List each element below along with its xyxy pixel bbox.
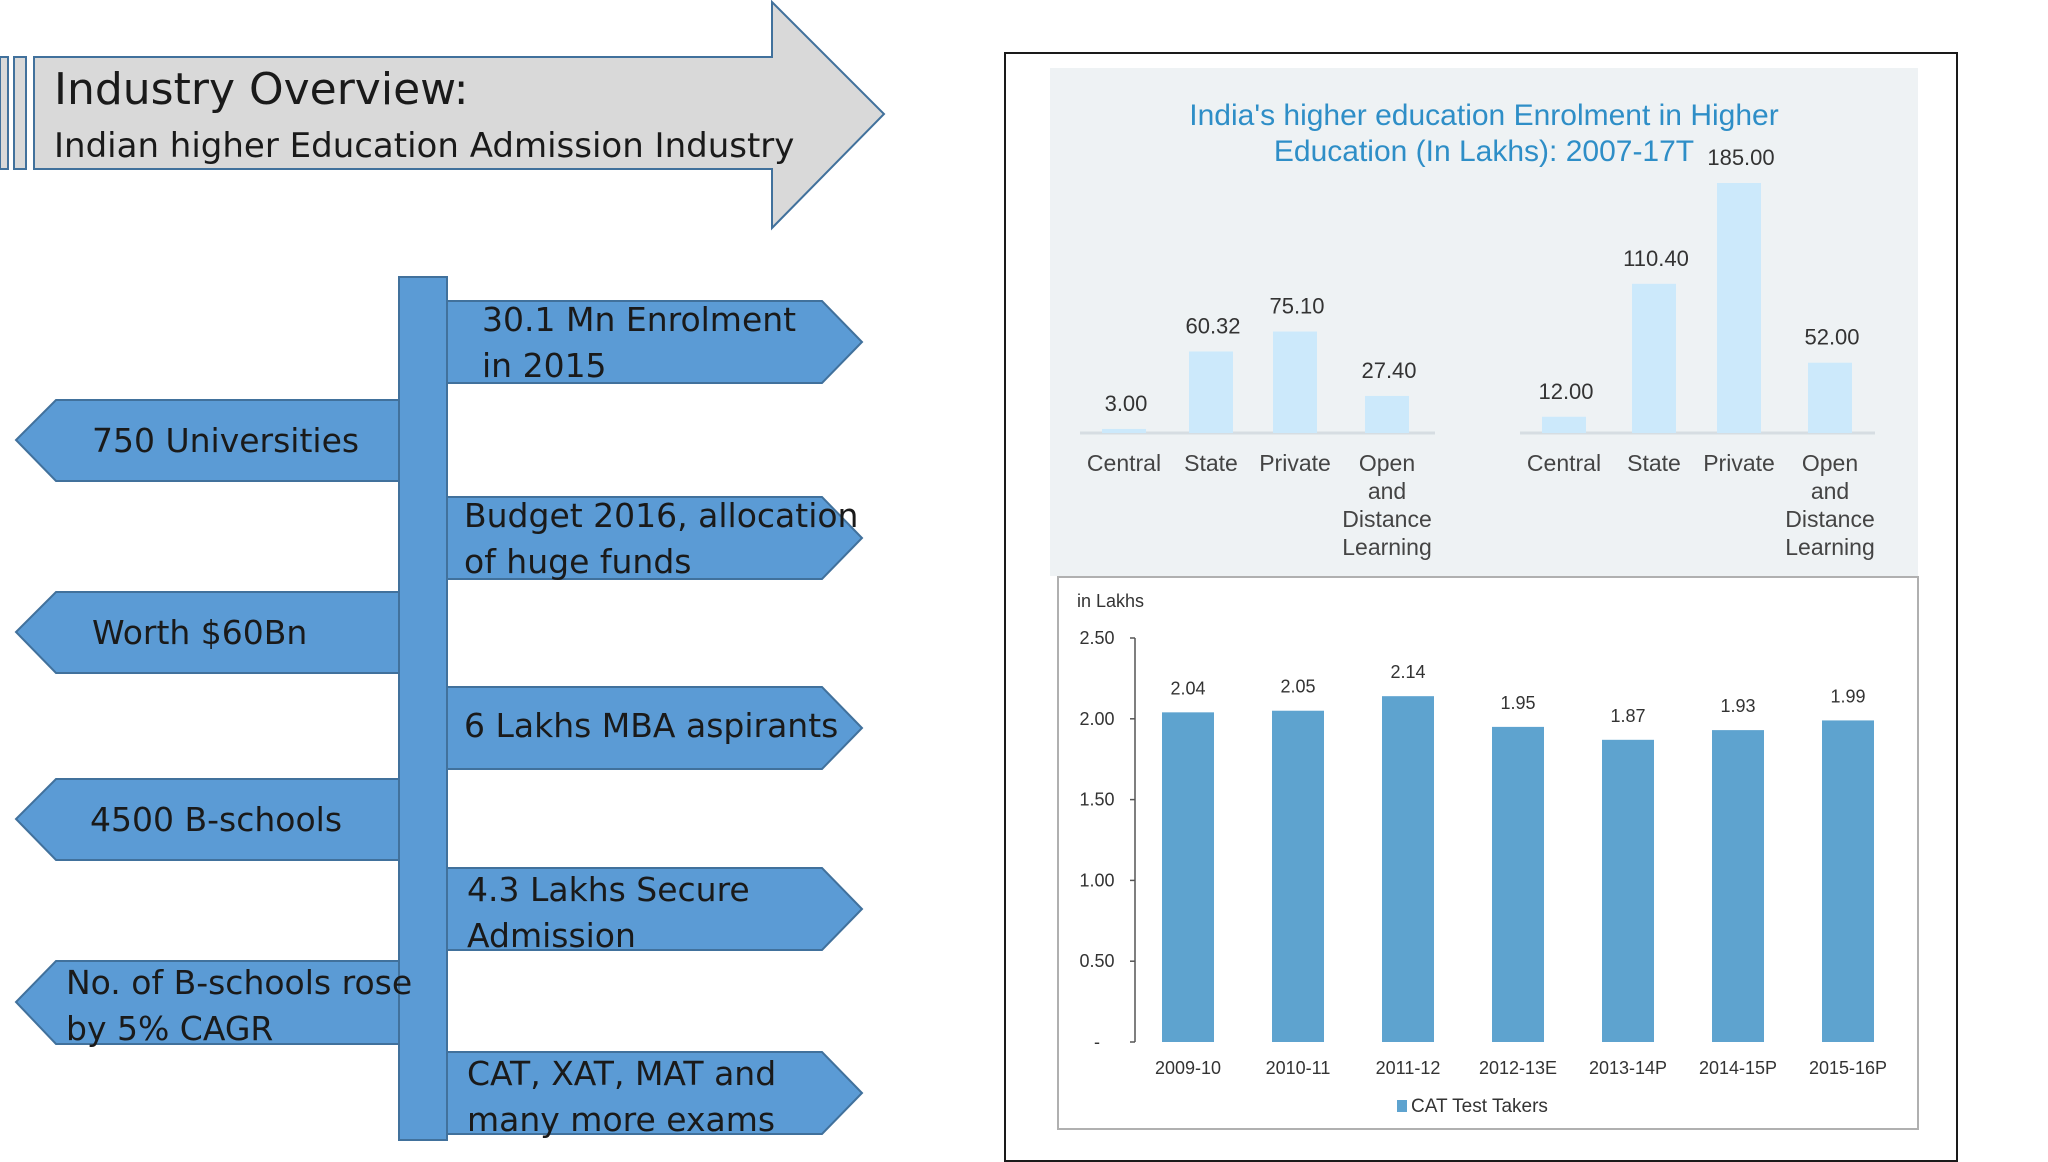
cat-category-label: 2009-10 — [1155, 1058, 1221, 1078]
cat-value-label: 2.05 — [1280, 677, 1315, 697]
flow-left-label-2: Worth $60Bn — [92, 613, 308, 652]
flow-right-label-5: CAT, XAT, MAT and many more exams — [467, 1054, 777, 1139]
cat-y-tick-label: 0.50 — [1079, 951, 1114, 971]
enrolment-bar — [1102, 428, 1146, 433]
cat-value-label: 2.04 — [1170, 678, 1205, 698]
page-subtitle: Indian higher Education Admission Indust… — [54, 126, 795, 166]
cat-bar — [1602, 739, 1654, 1042]
cat-value-label: 1.99 — [1830, 686, 1865, 706]
enrolment-bar — [1808, 362, 1852, 433]
cat-category-label: 2015-16P — [1809, 1058, 1887, 1078]
enrolment-category-label: Private — [1259, 450, 1331, 476]
header-arrow-shape — [33, 0, 886, 231]
header-stripe-2 — [13, 56, 27, 170]
cat-legend-swatch — [1397, 1100, 1407, 1112]
cat-value-label: 1.93 — [1720, 696, 1755, 716]
cat-legend-label: CAT Test Takers — [1411, 1096, 1548, 1117]
enrolment-category-label: and — [1811, 478, 1849, 504]
header-arrow — [0, 0, 886, 231]
flow-right-arrow-4 — [446, 867, 864, 951]
enrolment-bar — [1717, 183, 1761, 433]
flow-right-arrow-5 — [446, 1051, 864, 1135]
cat-chart: in Lakhs - 0.50 1.00 1.50 2.00 2.50 2.04 2009-10… — [1077, 591, 1887, 1117]
enrolment-chart-title: India's higher education Enrolment in Hi… — [1189, 99, 1779, 168]
flow-right-label-1: 30.1 Mn Enrolment in 2015 — [482, 300, 797, 385]
flow-right-label-3: 6 Lakhs MBA aspirants — [464, 706, 839, 745]
cat-value-label: 2.14 — [1390, 662, 1425, 682]
flow-left-label-1: 750 Universities — [92, 421, 360, 460]
enrolment-bar — [1542, 416, 1586, 433]
enrolment-value-label: 27.40 — [1361, 358, 1416, 383]
enrolment-category-label: Private — [1703, 450, 1775, 476]
page-title: Industry Overview: — [54, 64, 469, 115]
flow-right-arrow-2 — [446, 496, 864, 580]
enrolment-category-label: Open — [1359, 450, 1415, 476]
enrolment-category-label: Distance — [1785, 506, 1874, 532]
flow-left-label-3: 4500 B-schools — [90, 800, 343, 839]
enrolment-category-label: Learning — [1785, 534, 1875, 560]
cat-bar — [1272, 710, 1324, 1042]
cat-bar — [1822, 720, 1874, 1042]
enrolment-value-label: 185.00 — [1707, 145, 1774, 170]
cat-y-tick-label: - — [1094, 1032, 1100, 1052]
enrolment-chart: 3.00 Central 60.32 State 75.10 Private 27.40 Op… — [1080, 145, 1875, 560]
enrolment-value-label: 3.00 — [1105, 391, 1148, 416]
cat-value-label: 1.87 — [1610, 706, 1645, 726]
enrolment-category-label: Central — [1087, 450, 1161, 476]
enrolment-category-label: Learning — [1342, 534, 1432, 560]
enrolment-category-label: Central — [1527, 450, 1601, 476]
enrolment-bar — [1189, 351, 1233, 433]
flow-right-arrow-1 — [446, 300, 864, 384]
enrolment-value-label: 12.00 — [1538, 379, 1593, 404]
cat-y-tick-label: 2.00 — [1079, 709, 1114, 729]
cat-ylabel: in Lakhs — [1077, 591, 1144, 611]
cat-bar — [1382, 696, 1434, 1042]
enrolment-bar — [1273, 331, 1317, 433]
enrolment-category-label: and — [1368, 478, 1406, 504]
cat-y-tick-label: 1.00 — [1079, 870, 1114, 890]
cat-category-label: 2013-14P — [1589, 1058, 1667, 1078]
cat-bar — [1492, 726, 1544, 1042]
enrolment-category-label: Open — [1802, 450, 1858, 476]
enrolment-bar — [1632, 283, 1676, 433]
cat-value-label: 1.95 — [1500, 693, 1535, 713]
flow-left-arrow-3 — [14, 778, 400, 861]
cat-y-tick-label: 1.50 — [1079, 790, 1114, 810]
cat-category-label: 2012-13E — [1479, 1058, 1557, 1078]
flow-right-label-2: Budget 2016, allocation of huge funds — [464, 496, 859, 581]
flow-left-arrow-4 — [14, 960, 400, 1045]
enrolment-chart-panel — [1050, 68, 1918, 576]
enrolment-bar — [1365, 395, 1409, 433]
cat-bar — [1712, 730, 1764, 1042]
flow-right-label-4: 4.3 Lakhs Secure Admission — [467, 870, 750, 955]
flow-spine — [398, 276, 448, 1141]
cat-y-tick-label: 2.50 — [1079, 628, 1114, 648]
enrolment-value-label: 75.10 — [1269, 294, 1324, 319]
enrolment-value-label: 60.32 — [1185, 313, 1240, 338]
cat-category-label: 2011-12 — [1376, 1058, 1441, 1078]
enrolment-category-label: State — [1184, 450, 1238, 476]
flow-left-arrow-2 — [14, 591, 400, 674]
flow-left-label-4: No. of B-schools rose by 5% CAGR — [66, 963, 413, 1048]
flow-right-arrow-3 — [446, 686, 864, 770]
enrolment-category-label: State — [1627, 450, 1681, 476]
flow-left-arrow-1 — [14, 399, 400, 482]
header-stripe-1 — [0, 56, 9, 170]
cat-category-label: 2014-15P — [1699, 1058, 1777, 1078]
enrolment-value-label: 110.40 — [1623, 246, 1689, 271]
enrolment-value-label: 52.00 — [1804, 325, 1859, 350]
enrolment-category-label: Distance — [1342, 506, 1431, 532]
flow-diagram — [14, 276, 864, 1141]
cat-category-label: 2010-11 — [1266, 1058, 1331, 1078]
cat-bar — [1162, 712, 1214, 1042]
